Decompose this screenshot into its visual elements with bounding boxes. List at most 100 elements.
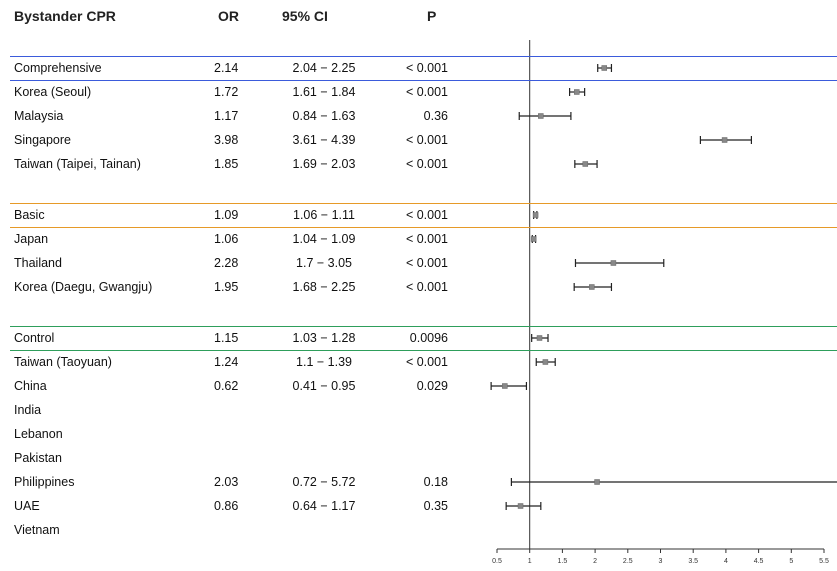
x-tick-label: 4.5 (754, 558, 764, 565)
row-ci: 3.61 − 4.39 (292, 133, 356, 147)
row-ci: 1.69 − 2.03 (292, 157, 356, 171)
table-row: Japan 1.06 1.04 − 1.09 < 0.001 (0, 227, 837, 251)
group-line-comprehensive-bottom (10, 80, 837, 81)
or-point (582, 161, 589, 167)
row-label: Thailand (14, 256, 62, 270)
header-or: OR (218, 8, 239, 24)
or-point (530, 236, 537, 242)
row-ci: 0.72 − 5.72 (292, 475, 356, 489)
row-p: < 0.001 (405, 61, 448, 75)
row-or: 0.62 (214, 379, 239, 393)
or-point (594, 479, 600, 485)
row-or: 1.09 (214, 208, 239, 222)
row-ci: 1.68 − 2.25 (292, 280, 356, 294)
row-or: 1.24 (214, 355, 239, 369)
row-or: 1.85 (214, 157, 239, 171)
x-tick-label: 2.5 (623, 558, 633, 565)
row-p: < 0.001 (405, 133, 448, 147)
header-p: P (427, 8, 437, 24)
table-row: Singapore 3.98 3.61 − 4.39 < 0.001 (0, 128, 837, 152)
row-label: Singapore (14, 133, 71, 147)
row-label: India (14, 403, 42, 417)
table-row: Lebanon (0, 422, 837, 446)
row-or: 2.14 (214, 61, 239, 75)
table-row: Philippines 2.03 0.72 − 5.72 0.18 (0, 470, 837, 494)
x-tick-label: 2 (593, 558, 597, 565)
row-label: Vietnam (14, 523, 60, 537)
or-point (589, 284, 595, 290)
x-tick-label: 5 (789, 558, 793, 565)
header-bystander-cpr: Bystander CPR (14, 8, 116, 24)
row-label: Control (14, 331, 55, 345)
row-label: Taiwan (Taipei, Tainan) (14, 157, 141, 171)
row-ci: 1.1 − 1.39 (296, 355, 352, 369)
table-row: Pakistan (0, 446, 837, 470)
x-tick-label: 1 (528, 558, 532, 565)
row-ci: 2.04 − 2.25 (292, 61, 356, 75)
or-point (538, 113, 544, 119)
row-p: 0.18 (423, 475, 448, 489)
row-label: Comprehensive (14, 61, 102, 75)
table-row: Korea (Daegu, Gwangju) 1.95 1.68 − 2.25 < 0… (0, 275, 837, 299)
row-p: < 0.001 (405, 280, 448, 294)
row-p: < 0.001 (405, 256, 448, 270)
row-label: Lebanon (14, 427, 63, 441)
or-point (532, 212, 539, 218)
x-tick-label: 0.5 (492, 558, 502, 565)
row-label: Malaysia (14, 109, 64, 123)
table-row: Thailand 2.28 1.7 − 3.05 < 0.001 (0, 251, 837, 275)
row-p: < 0.001 (405, 85, 448, 99)
row-label: China (14, 379, 47, 393)
row-or: 1.15 (214, 331, 239, 345)
row-p: < 0.001 (405, 232, 448, 246)
table-row: Vietnam (0, 518, 837, 542)
or-point (542, 359, 549, 365)
table-row: Malaysia 1.17 0.84 − 1.63 0.36 (0, 104, 837, 128)
row-p: 0.0096 (409, 331, 448, 345)
row-or: 1.06 (214, 232, 239, 246)
row-ci: 0.41 − 0.95 (292, 379, 356, 393)
row-ci: 0.64 − 1.17 (292, 499, 356, 513)
header-ci: 95% CI (282, 8, 328, 24)
row-or: 1.17 (214, 109, 239, 123)
row-label: Taiwan (Taoyuan) (14, 355, 112, 369)
group-line-control-top (10, 326, 837, 327)
or-point (517, 503, 524, 509)
row-label: UAE (14, 499, 40, 513)
row-p: 0.35 (423, 499, 448, 513)
row-ci: 1.7 − 3.05 (296, 256, 352, 270)
row-ci: 0.84 − 1.63 (292, 109, 356, 123)
row-label: Basic (14, 208, 45, 222)
row-or: 2.03 (214, 475, 239, 489)
row-label: Korea (Seoul) (14, 85, 92, 99)
table-row: UAE 0.86 0.64 − 1.17 0.35 (0, 494, 837, 518)
table-row: China 0.62 0.41 − 0.95 0.029 (0, 374, 837, 398)
row-or: 0.86 (214, 499, 239, 513)
table-row: Comprehensive 2.14 2.04 − 2.25 < 0.001 (0, 56, 837, 80)
row-or: 1.72 (214, 85, 239, 99)
row-p: < 0.001 (405, 355, 448, 369)
table-row: Control 1.15 1.03 − 1.28 0.0096 (0, 326, 837, 350)
x-tick-label: 5.5 (819, 558, 829, 565)
row-ci: 1.03 − 1.28 (292, 331, 356, 345)
group-line-basic-bottom (10, 227, 837, 228)
row-or: 2.28 (214, 256, 239, 270)
table-row: Korea (Seoul) 1.72 1.61 − 1.84 < 0.001 (0, 80, 837, 104)
row-or: 3.98 (214, 133, 239, 147)
x-tick-label: 4 (724, 558, 728, 565)
x-tick-label: 3 (659, 558, 663, 565)
table-row: Taiwan (Taipei, Tainan) 1.85 1.69 − 2.03 < … (0, 152, 837, 176)
row-label: Korea (Daegu, Gwangju) (14, 280, 153, 294)
x-tick-label: 1.5 (558, 558, 568, 565)
row-p: < 0.001 (405, 208, 448, 222)
row-ci: 1.61 − 1.84 (292, 85, 356, 99)
row-or: 1.95 (214, 280, 239, 294)
row-ci: 1.06 − 1.11 (293, 208, 355, 222)
row-p: < 0.001 (405, 157, 448, 171)
table-row: India (0, 398, 837, 422)
or-point (536, 335, 543, 341)
or-point (574, 89, 580, 95)
or-point (601, 65, 608, 71)
row-label: Pakistan (14, 451, 62, 465)
